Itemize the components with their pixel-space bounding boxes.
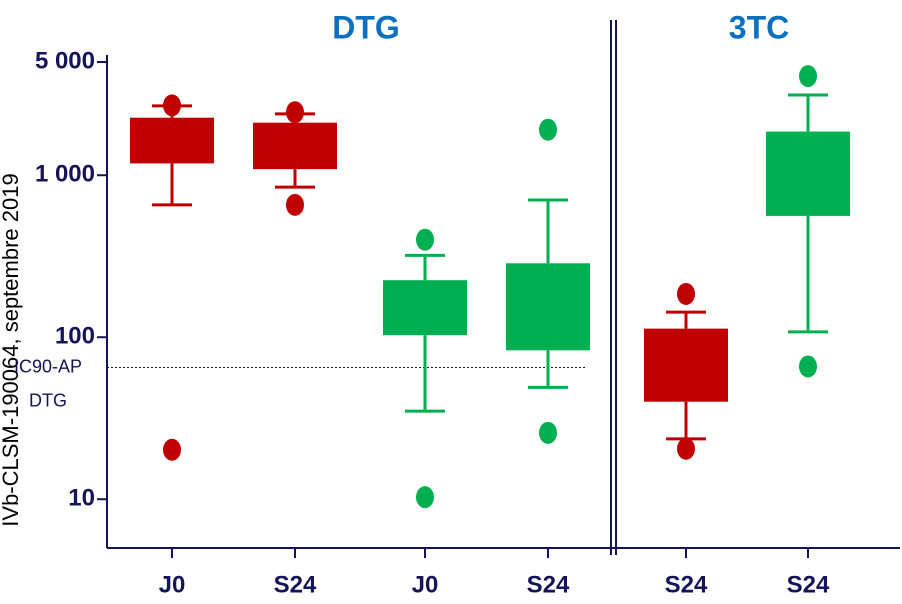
- outlier: [163, 439, 181, 461]
- outlier: [799, 355, 817, 377]
- box: [506, 263, 590, 350]
- x-tick-label: S24: [274, 571, 317, 598]
- outlier: [539, 119, 557, 141]
- outlier: [539, 422, 557, 444]
- x-tick-label: S24: [665, 571, 708, 598]
- outlier: [677, 283, 695, 305]
- x-tick-label: J0: [412, 571, 439, 598]
- outlier: [286, 101, 304, 123]
- box: [644, 329, 728, 402]
- outlier: [677, 438, 695, 460]
- outlier: [416, 229, 434, 251]
- outlier: [799, 65, 817, 87]
- y-tick-label: 100: [55, 323, 95, 350]
- x-tick-label: J0: [159, 571, 186, 598]
- chart: IVb-CLSM-190064, septembre 2019 10 100 1 0…: [0, 0, 902, 604]
- outlier: [286, 194, 304, 216]
- side-note: IVb-CLSM-190064, septembre 2019: [0, 173, 23, 526]
- group-label: DTG: [332, 9, 400, 45]
- y-tick-label: 5 000: [35, 47, 95, 74]
- outlier: [163, 94, 181, 116]
- y-tick-label: 10: [68, 485, 95, 512]
- box: [383, 280, 467, 335]
- group-label: 3TC: [729, 9, 789, 45]
- reference-label: IC90-AP: [14, 356, 82, 376]
- outlier: [416, 486, 434, 508]
- reference-label: DTG: [29, 390, 67, 410]
- y-tick-label: 1 000: [35, 161, 95, 188]
- box: [766, 132, 850, 216]
- x-tick-label: S24: [787, 571, 830, 598]
- box: [253, 123, 337, 169]
- x-tick-label: S24: [527, 571, 570, 598]
- box: [130, 118, 214, 164]
